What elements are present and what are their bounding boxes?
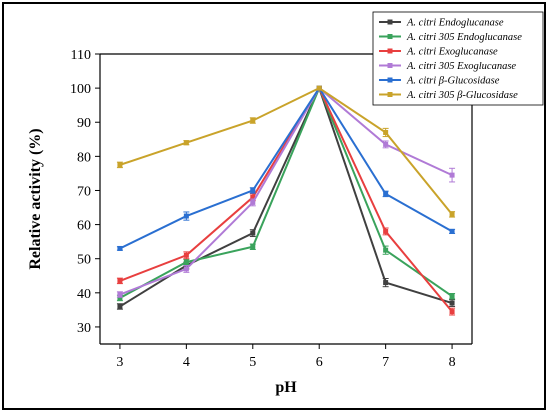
legend-label: A. citri Exoglucanase	[406, 47, 498, 58]
legend-item: A. citri Endoglucanase	[379, 18, 504, 29]
y-tick-label: 110	[71, 48, 91, 63]
x-tick-label: 4	[183, 355, 190, 370]
y-tick-label: 50	[77, 253, 91, 268]
data-point	[383, 228, 389, 234]
data-point	[383, 280, 389, 286]
data-point	[449, 228, 455, 234]
legend-label: A. citri Endoglucanase	[406, 18, 504, 29]
x-tick-label: 7	[382, 355, 389, 370]
series-layer	[116, 85, 456, 316]
data-point	[449, 211, 455, 217]
legend-item: A. citri Exoglucanase	[379, 47, 498, 58]
data-point	[383, 129, 389, 135]
data-point	[449, 309, 455, 315]
legend-swatch-marker	[387, 77, 393, 83]
data-point	[383, 141, 389, 147]
x-axis-title: pH	[275, 379, 297, 396]
data-point	[449, 172, 455, 178]
series-3	[116, 85, 456, 316]
data-point	[449, 300, 455, 306]
legend-swatch-marker	[387, 48, 393, 54]
series-line	[119, 86, 453, 215]
data-point	[383, 191, 389, 197]
data-point	[250, 187, 256, 193]
x-tick-label: 5	[249, 355, 256, 370]
y-tick-label: 60	[77, 219, 91, 234]
data-point	[117, 245, 123, 251]
y-tick-label: 70	[77, 184, 91, 199]
legend-label: A. citri β-Glucosidase	[406, 76, 500, 87]
y-tick-label: 30	[77, 321, 91, 336]
data-point	[117, 295, 123, 301]
x-tick-label: 8	[449, 355, 456, 370]
data-point	[117, 303, 123, 309]
legend-label: A. citri 305 Endoglucanase	[406, 32, 522, 43]
legend-swatch-marker	[387, 63, 393, 68]
data-point	[183, 266, 189, 272]
legend: A. citri Endoglucanase A. citri 305 Endog…	[372, 11, 544, 106]
y-tick-label: 90	[77, 116, 91, 131]
data-point	[316, 85, 322, 91]
data-point	[183, 252, 189, 258]
data-point	[250, 199, 256, 205]
legend-label: A. citri 305 Exoglucanase	[406, 61, 516, 72]
legend-item: A. citri 305 β-Glucosidase	[379, 90, 518, 101]
series-line	[119, 86, 453, 250]
legend-label: A. citri 305 β-Glucosidase	[406, 90, 518, 101]
data-point	[383, 247, 389, 253]
data-point	[250, 194, 256, 200]
legend-swatch-marker	[387, 92, 393, 97]
legend-item: A. citri β-Glucosidase	[379, 76, 500, 87]
data-point	[117, 292, 123, 298]
data-point	[183, 140, 189, 146]
legend-item: A. citri 305 Endoglucanase	[379, 32, 522, 43]
y-tick-label: 100	[70, 82, 91, 97]
data-point	[250, 118, 256, 124]
line-chart: 3 4 5 6 7 8 30 40 50 60 70 80 90 100 110 A. citri Endo…	[27, 11, 544, 396]
legend-swatch-marker	[387, 34, 393, 39]
series-2	[116, 85, 456, 302]
legend-box	[372, 11, 544, 106]
x-tick-label: 6	[316, 355, 323, 370]
data-point	[183, 213, 189, 219]
series-line	[119, 85, 453, 313]
series-line	[119, 85, 453, 308]
series-4	[116, 85, 456, 298]
y-tick-label: 40	[77, 287, 91, 302]
data-point	[117, 162, 123, 168]
legend-swatch-marker	[387, 19, 393, 25]
y-axis-title: Relative activity (%)	[27, 128, 44, 269]
chart-frame: 3 4 5 6 7 8 30 40 50 60 70 80 90 100 110 A. citri Endo…	[2, 2, 546, 410]
data-point	[250, 244, 256, 250]
data-point	[183, 259, 189, 265]
legend-item: A. citri 305 Exoglucanase	[379, 61, 516, 72]
data-point	[250, 230, 256, 236]
series-line	[119, 85, 453, 299]
x-tick-label: 3	[116, 355, 123, 370]
series-line	[119, 86, 453, 296]
series-6	[116, 85, 456, 218]
y-tick-label: 80	[77, 150, 91, 165]
data-point	[117, 278, 123, 284]
data-point	[449, 293, 455, 299]
axes: 3 4 5 6 7 8 30 40 50 60 70 80 90 100 110	[70, 48, 473, 370]
